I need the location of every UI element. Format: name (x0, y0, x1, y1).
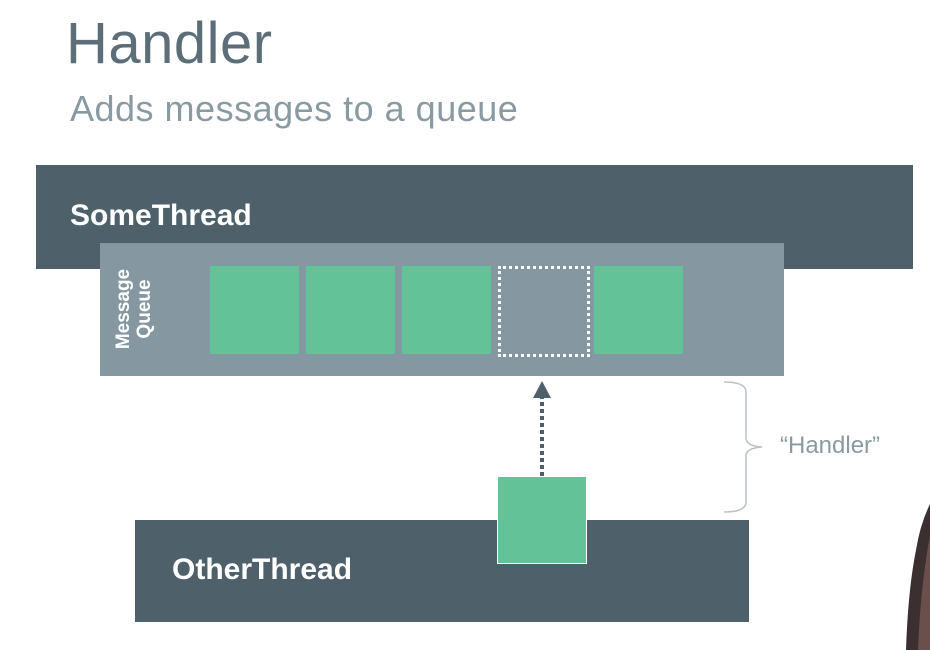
queue-message-5 (594, 266, 683, 354)
diagram-connectors (533, 381, 763, 513)
queue-empty-slot (498, 266, 590, 357)
queue-message-3 (402, 266, 491, 354)
other-thread-block: OtherThread (135, 520, 749, 622)
message-queue: Message Queue (100, 243, 784, 376)
queue-message-1 (210, 266, 299, 354)
curly-brace-icon (723, 381, 763, 513)
some-thread-label: SomeThread (70, 199, 252, 232)
arrow-up-icon (533, 381, 551, 398)
handler-message (497, 476, 587, 564)
other-thread-label: OtherThread (172, 553, 353, 586)
slide-subtitle: Adds messages to a queue (70, 88, 519, 129)
presenter-silhouette (906, 504, 930, 650)
handler-annotation: “Handler” (780, 432, 881, 459)
slide-title: Handler (66, 11, 273, 76)
queue-message-2 (306, 266, 395, 354)
